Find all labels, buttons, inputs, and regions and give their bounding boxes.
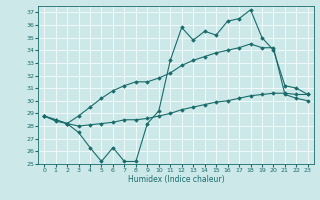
X-axis label: Humidex (Indice chaleur): Humidex (Indice chaleur) — [128, 175, 224, 184]
